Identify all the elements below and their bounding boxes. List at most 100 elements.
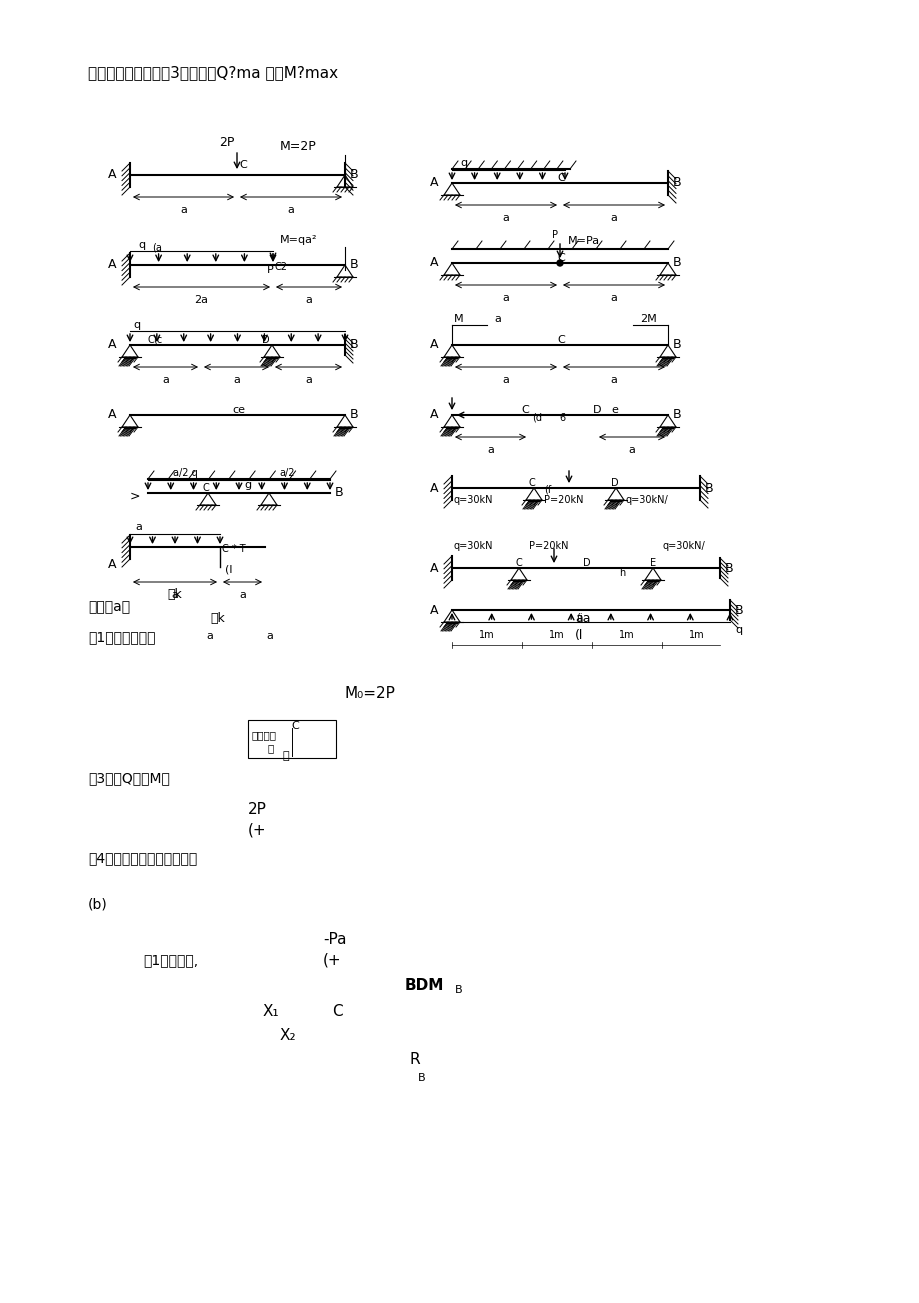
Text: 1m: 1m <box>549 629 564 640</box>
Text: (+: (+ <box>248 822 267 838</box>
Text: C * T: C * T <box>221 543 245 554</box>
Text: 1m: 1m <box>688 629 704 640</box>
Text: P=20kN: P=20kN <box>543 495 583 506</box>
Text: a: a <box>494 314 500 324</box>
Text: a: a <box>233 375 240 384</box>
Text: B: B <box>734 603 743 616</box>
Text: BDM: BDM <box>404 977 444 993</box>
Text: B: B <box>455 985 462 995</box>
Text: D: D <box>610 478 618 489</box>
Text: 剪力图和弯矩图；（3）确定？Q?ma 洞？M?max: 剪力图和弯矩图；（3）确定？Q?ma 洞？M?max <box>88 65 338 81</box>
Text: A: A <box>429 339 437 352</box>
Text: a: a <box>610 212 617 223</box>
Text: D: D <box>583 558 590 568</box>
Text: (b): (b) <box>88 898 108 912</box>
Text: a/2 q: a/2 q <box>173 468 198 478</box>
Text: q: q <box>138 240 145 250</box>
Text: 斤: 斤 <box>267 743 274 753</box>
Text: 2P: 2P <box>248 803 267 817</box>
Text: M₀=2P: M₀=2P <box>345 685 395 701</box>
Text: 2a: 2a <box>194 294 209 305</box>
Text: a: a <box>305 375 312 384</box>
Text: C: C <box>239 160 246 169</box>
Text: M=qa²: M=qa² <box>279 235 317 245</box>
Text: a: a <box>305 294 312 305</box>
Text: a: a <box>239 590 245 599</box>
Text: D: D <box>262 335 269 345</box>
Text: C2: C2 <box>275 262 288 272</box>
Text: (+: (+ <box>323 952 341 968</box>
Text: a: a <box>171 590 178 599</box>
Text: C: C <box>290 721 299 731</box>
Text: ce: ce <box>232 405 244 414</box>
Text: M=2P: M=2P <box>279 141 316 154</box>
Text: C: C <box>528 478 535 489</box>
Text: （k: （k <box>167 589 182 602</box>
Text: (c: (c <box>153 335 162 345</box>
Text: q: q <box>460 158 467 168</box>
Text: A: A <box>108 168 116 181</box>
Text: a: a <box>628 446 635 455</box>
Text: q=30kN/: q=30kN/ <box>625 495 668 506</box>
Text: (l: (l <box>225 566 233 575</box>
Text: a: a <box>180 205 187 215</box>
Text: a/2: a/2 <box>278 468 294 478</box>
Text: C: C <box>520 405 528 414</box>
Text: A: A <box>429 603 437 616</box>
Text: P=20kN: P=20kN <box>528 541 568 551</box>
Text: M: M <box>453 314 463 324</box>
Text: a: a <box>486 446 494 455</box>
Text: a: a <box>207 631 213 641</box>
Text: a: a <box>502 375 509 384</box>
Text: 1m: 1m <box>479 629 494 640</box>
Text: P: P <box>267 265 274 275</box>
Text: （1）求约束,: （1）求约束, <box>142 952 198 967</box>
Text: q=30kN: q=30kN <box>453 495 493 506</box>
Text: P: P <box>551 231 558 240</box>
Text: （4）最大剪力和最大弯矩值: （4）最大剪力和最大弯矩值 <box>88 851 197 865</box>
Text: C: C <box>203 483 210 493</box>
Text: (f: (f <box>543 485 550 495</box>
Text: >: > <box>130 490 141 503</box>
Text: （k: （k <box>210 611 224 624</box>
Text: A: A <box>429 482 437 495</box>
Text: a: a <box>610 293 617 304</box>
Text: C: C <box>556 173 564 182</box>
Text: e: e <box>610 405 618 414</box>
Text: E: E <box>650 558 655 568</box>
Text: B: B <box>335 486 344 499</box>
Text: 2P: 2P <box>219 136 234 149</box>
Text: h: h <box>618 568 625 579</box>
Text: A: A <box>429 257 437 270</box>
Text: B: B <box>349 168 358 181</box>
Text: B: B <box>724 562 732 575</box>
Text: A: A <box>429 409 437 421</box>
Text: A: A <box>108 559 116 572</box>
Text: a: a <box>162 375 169 384</box>
Text: q=30kN/: q=30kN/ <box>663 541 705 551</box>
Text: q: q <box>734 625 742 635</box>
Text: 程: 程 <box>283 751 289 761</box>
Text: A: A <box>108 409 116 421</box>
Text: B: B <box>704 482 713 495</box>
Text: （1）求约束反力: （1）求约束反力 <box>88 629 155 644</box>
Text: aa: aa <box>574 611 590 624</box>
Text: q=30kN: q=30kN <box>453 541 493 551</box>
Text: B: B <box>673 257 681 270</box>
Text: C: C <box>148 335 154 345</box>
Text: a: a <box>610 375 617 384</box>
Text: D: D <box>593 405 601 414</box>
Text: C: C <box>556 335 564 345</box>
Text: a: a <box>502 212 509 223</box>
Text: B: B <box>349 409 358 421</box>
Text: X₂: X₂ <box>279 1028 296 1042</box>
Text: M=Pa: M=Pa <box>567 236 599 246</box>
Text: a: a <box>288 205 294 215</box>
Text: R: R <box>410 1053 420 1067</box>
Text: -Pa: -Pa <box>323 933 346 947</box>
Text: A: A <box>429 562 437 575</box>
Text: 解：（a）: 解：（a） <box>88 599 130 614</box>
Text: A: A <box>108 339 116 352</box>
Text: q: q <box>133 321 140 330</box>
Text: A: A <box>108 258 116 271</box>
